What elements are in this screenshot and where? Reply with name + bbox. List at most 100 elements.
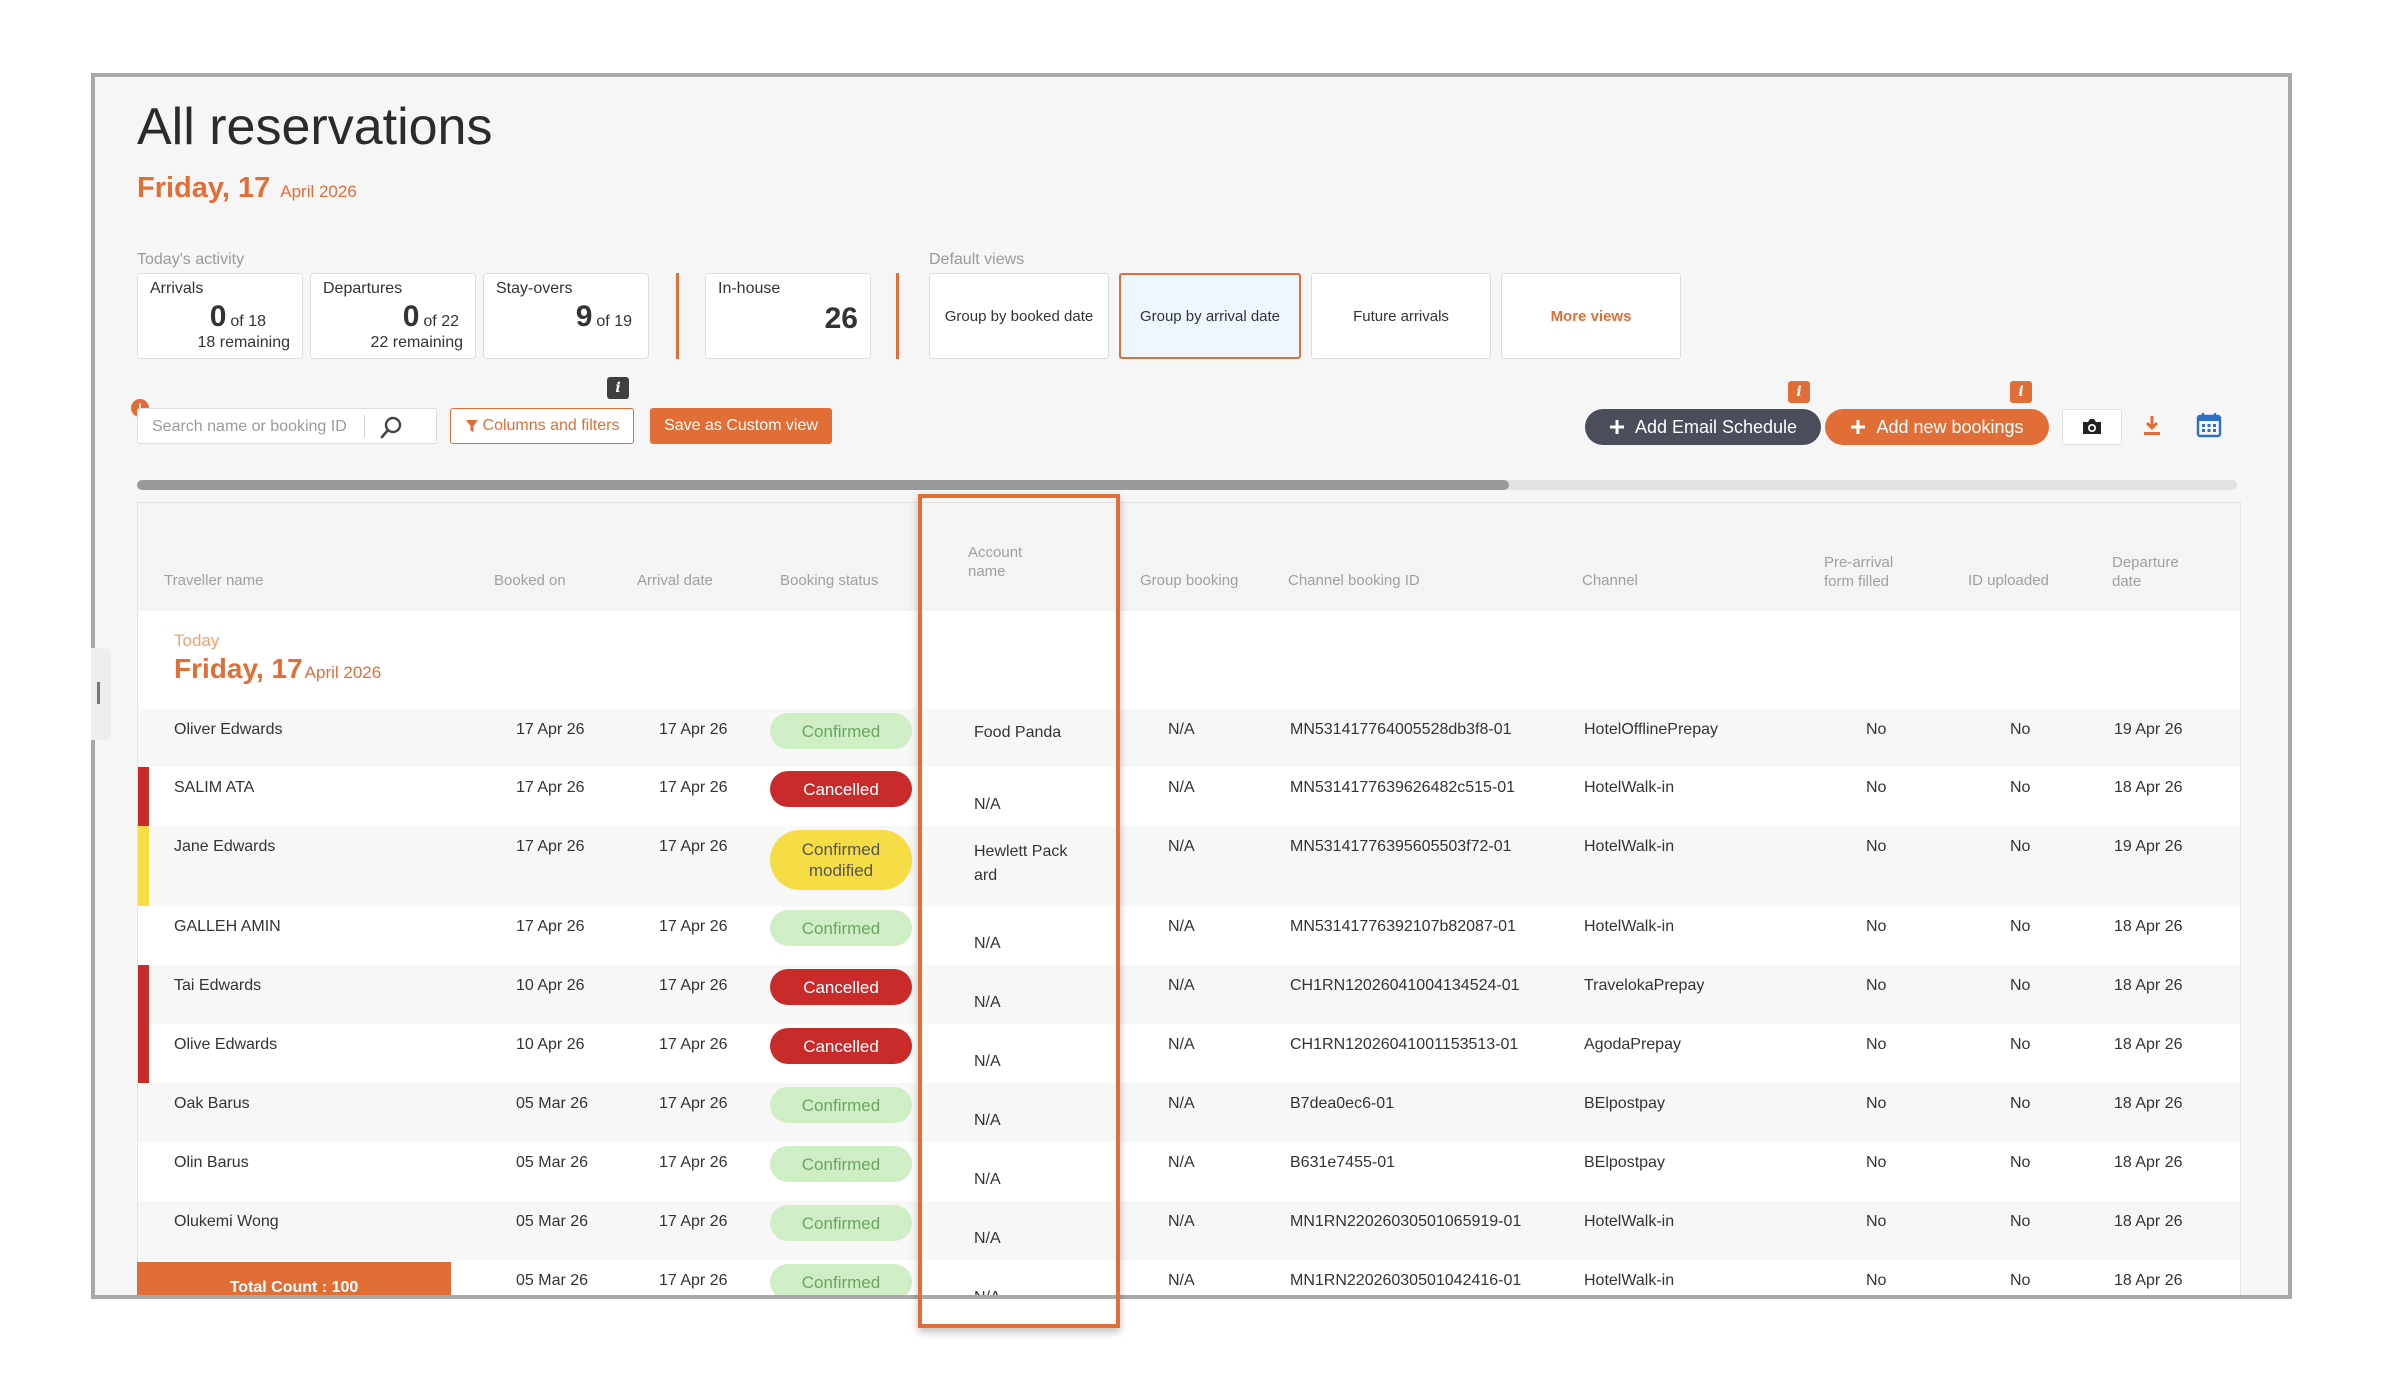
channel: BElpostpay: [1584, 1095, 1665, 1112]
prearrival-form-filled: No: [1866, 1272, 1887, 1289]
id-uploaded: No: [2010, 721, 2031, 738]
status-text: Confirmed: [801, 918, 881, 938]
status-text: Confirmed: [801, 1095, 881, 1115]
id-uploaded: No: [2010, 1213, 2031, 1230]
activity-divider: [676, 273, 679, 359]
col-id-uploaded[interactable]: ID uploaded: [1968, 572, 2049, 589]
inhouse-card[interactable]: In-house 26: [705, 273, 871, 359]
add-email-schedule-button[interactable]: Add Email Schedule: [1585, 409, 1821, 445]
table-row[interactable]: 05 Mar 26 17 Apr 26 Confirmed N/A N/A MN1RN22…: [138, 1260, 2240, 1295]
table-row[interactable]: Olukemi Wong 05 Mar 26 17 Apr 26 Confirmed N…: [138, 1201, 2240, 1260]
search-input[interactable]: Search name or booking ID: [137, 408, 437, 444]
add-new-bookings-button[interactable]: Add new bookings: [1825, 409, 2049, 445]
page-title: All reservations: [137, 98, 493, 156]
col-group-booking[interactable]: Group booking: [1140, 572, 1239, 589]
arrival-date: 17 Apr 26: [659, 1095, 728, 1112]
departure-date: 18 Apr 26: [2114, 1036, 2183, 1053]
stayovers-card[interactable]: Stay-overs 9 of 19: [483, 273, 649, 359]
col-channel[interactable]: Channel: [1582, 572, 1638, 589]
col-departure-date[interactable]: Departure date: [2112, 553, 2179, 591]
traveller-name[interactable]: Olive Edwards: [174, 1036, 278, 1053]
traveller-name[interactable]: Olin Barus: [174, 1154, 249, 1171]
col-account-name-line2: name: [968, 563, 1006, 580]
col-booking-status[interactable]: Booking status: [780, 572, 879, 589]
arrival-date: 17 Apr 26: [659, 918, 728, 935]
inhouse-label: In-house: [718, 280, 781, 297]
channel-booking-id: MN53141776395605503f72-01: [1290, 838, 1512, 855]
traveller-name[interactable]: SALIM ATA: [174, 779, 255, 796]
inhouse-count-group: 26: [825, 302, 858, 336]
status-text: Confirmed: [801, 721, 881, 741]
col-account-name[interactable]: Account name: [968, 543, 1022, 581]
group-date-month: April 2026: [304, 663, 382, 682]
table-row[interactable]: Tai Edwards 10 Apr 26 17 Apr 26 Cancelled N/…: [138, 965, 2240, 1024]
info-icon[interactable]: i: [2010, 381, 2032, 403]
info-icon[interactable]: i: [607, 377, 629, 399]
save-custom-view-button[interactable]: Save as Custom view: [650, 408, 832, 444]
search-icon[interactable]: [378, 415, 404, 441]
arrivals-remaining: 18 remaining: [197, 334, 291, 351]
date-month: April 2026: [280, 182, 357, 201]
col-booked-on[interactable]: Booked on: [494, 572, 566, 589]
view-future-arrivals[interactable]: Future arrivals: [1311, 273, 1491, 359]
departures-of: of 22: [423, 313, 459, 330]
account-name-column-highlight: [918, 494, 1120, 1328]
status-stripe: [138, 826, 149, 906]
traveller-name[interactable]: Olukemi Wong: [174, 1213, 279, 1230]
group-booking: N/A: [1168, 838, 1195, 855]
col-traveller-name[interactable]: Traveller name: [164, 572, 264, 589]
booked-on: 05 Mar 26: [516, 1095, 589, 1112]
columns-filters-label: Columns and filters: [482, 417, 620, 434]
horizontal-scrollbar-thumb[interactable]: [137, 480, 1509, 490]
prearrival-form-filled: No: [1866, 721, 1887, 738]
col-prearrival-form[interactable]: Pre-arrival form filled: [1824, 553, 1893, 591]
col-departure-line1: Departure: [2112, 554, 2179, 571]
info-icon[interactable]: i: [1788, 381, 1810, 403]
table-row[interactable]: GALLEH AMIN 17 Apr 26 17 Apr 26 Confirmed N/…: [138, 906, 2240, 965]
account-name: Hewlett Pack ard: [974, 843, 1068, 884]
default-views-label: Default views: [929, 251, 1025, 268]
table-row[interactable]: SALIM ATA 17 Apr 26 17 Apr 26 Cancelled N/A N…: [138, 767, 2240, 826]
departures-count-group: 0 of 22: [403, 300, 459, 334]
snapshot-button[interactable]: [2062, 409, 2122, 445]
departure-date: 18 Apr 26: [2114, 779, 2183, 796]
status-stripe: [138, 767, 149, 826]
columns-filters-button[interactable]: Columns and filters: [450, 408, 634, 444]
download-icon[interactable]: [2141, 413, 2163, 439]
col-arrival-date[interactable]: Arrival date: [637, 572, 713, 589]
traveller-name[interactable]: Jane Edwards: [174, 838, 276, 855]
plus-icon: [1609, 420, 1624, 434]
group-booking: N/A: [1168, 1036, 1195, 1053]
traveller-name[interactable]: Tai Edwards: [174, 977, 262, 994]
arrivals-card[interactable]: Arrivals 0 of 18 18 remaining: [137, 273, 303, 359]
channel: TravelokaPrepay: [1584, 977, 1705, 994]
table-row[interactable]: Jane Edwards 17 Apr 26 17 Apr 26 Confirmed …: [138, 826, 2240, 906]
table-row[interactable]: Olive Edwards 10 Apr 26 17 Apr 26 Cancelled…: [138, 1024, 2240, 1083]
camera-icon: [2083, 419, 2101, 434]
col-channel-booking-id[interactable]: Channel booking ID: [1288, 572, 1420, 589]
channel: HotelWalk-in: [1584, 838, 1675, 855]
table-row[interactable]: Oliver Edwards 17 Apr 26 17 Apr 26 Confirme…: [138, 709, 2240, 767]
calendar-icon[interactable]: [2195, 411, 2223, 439]
id-uploaded: No: [2010, 1154, 2031, 1171]
arrivals-count: 0: [209, 300, 227, 333]
traveller-name[interactable]: Oak Barus: [174, 1095, 250, 1112]
table-row[interactable]: Oak Barus 05 Mar 26 17 Apr 26 Confirmed N/A N…: [138, 1083, 2240, 1142]
more-views-button[interactable]: More views: [1501, 273, 1681, 359]
departures-label: Departures: [323, 280, 403, 297]
arrival-date: 17 Apr 26: [659, 721, 728, 738]
view-group-by-arrival-date[interactable]: Group by arrival date: [1119, 273, 1301, 359]
traveller-name[interactable]: Oliver Edwards: [174, 721, 283, 738]
traveller-name[interactable]: GALLEH AMIN: [174, 918, 281, 935]
channel: HotelWalk-in: [1584, 1213, 1675, 1230]
group-date-day: Friday, 17: [174, 653, 303, 684]
id-uploaded: No: [2010, 1272, 2031, 1289]
departures-card[interactable]: Departures 0 of 22 22 remaining: [310, 273, 476, 359]
channel: BElpostpay: [1584, 1154, 1665, 1171]
view-group-by-booked-date[interactable]: Group by booked date: [929, 273, 1109, 359]
prearrival-form-filled: No: [1866, 1095, 1887, 1112]
col-prearrival-line2: form filled: [1824, 573, 1890, 590]
departure-date: 18 Apr 26: [2114, 1095, 2183, 1112]
table-row[interactable]: Olin Barus 05 Mar 26 17 Apr 26 Confirmed N/A…: [138, 1142, 2240, 1201]
sidebar-toggle-handle[interactable]: [91, 648, 111, 740]
